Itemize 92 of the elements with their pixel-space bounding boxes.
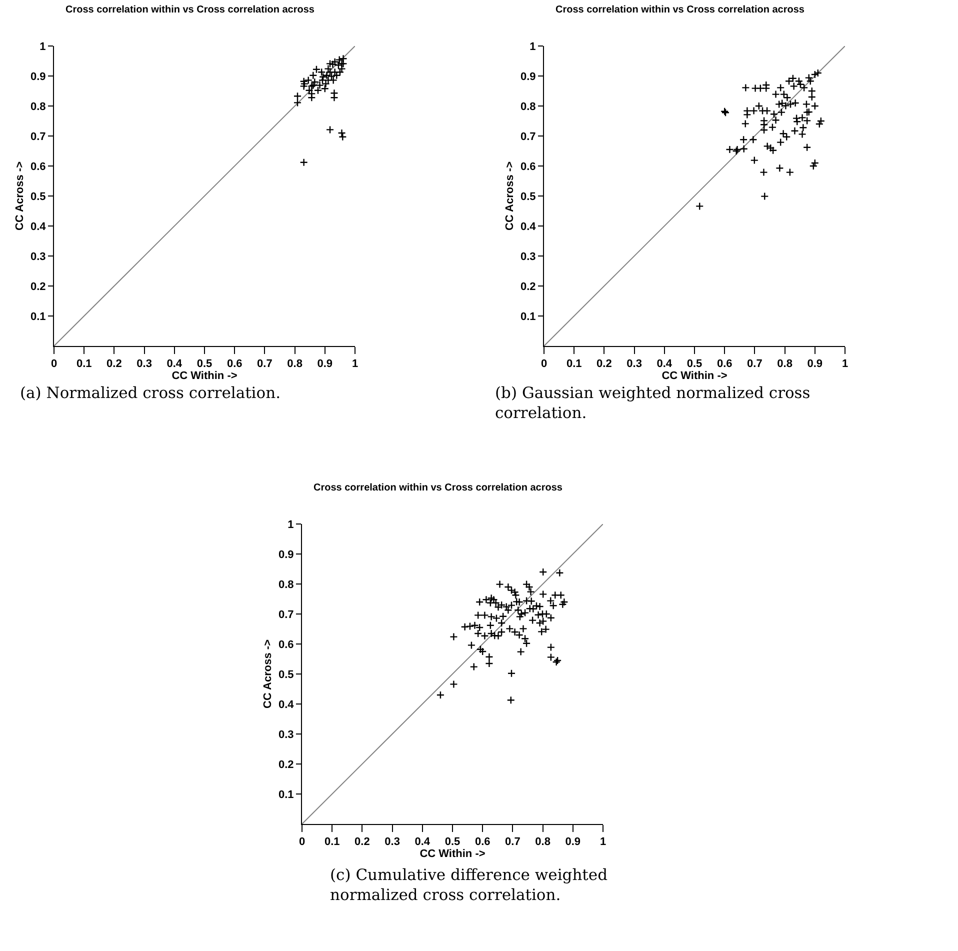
- x-axis-title: CC Within ->: [662, 370, 728, 382]
- x-tick-label: 0.2: [106, 358, 122, 370]
- chart-title: Cross correlation within vs Cross correlation across: [66, 4, 315, 16]
- x-tick-label: 0.9: [317, 358, 333, 370]
- point: [329, 76, 338, 84]
- y-tick-label: 0.6: [278, 638, 294, 651]
- x-tick-label: 0.6: [716, 358, 732, 370]
- y-tick-label: 1: [530, 40, 536, 53]
- x-tick-label: 1: [352, 358, 358, 370]
- x-tick-label: 0.3: [136, 358, 152, 370]
- y-tick-label: 1: [40, 40, 46, 53]
- point: [326, 126, 334, 134]
- x-tick-label: 0.7: [505, 836, 520, 848]
- y-tick-label: 0.7: [278, 608, 294, 621]
- point: [309, 71, 318, 80]
- x-tick-label: 0.1: [76, 358, 92, 370]
- y-tick-label: 0.6: [30, 160, 46, 173]
- chart-title: Cross correlation within vs Cross correlation across: [314, 482, 563, 494]
- x-tick-label: 0.1: [324, 836, 340, 848]
- y-tick-label: 0.9: [520, 70, 536, 83]
- point: [293, 92, 302, 100]
- y-tick-label: 0.3: [278, 728, 294, 741]
- x-tick-label: 1: [842, 358, 848, 370]
- y-tick-label: 0.1: [30, 310, 46, 323]
- x-axis-title: CC Within ->: [172, 370, 238, 382]
- x-tick-label: 0.4: [166, 358, 183, 370]
- y-tick-label: 0.3: [520, 250, 536, 263]
- point: [330, 94, 338, 102]
- point: [293, 98, 302, 107]
- point: [338, 128, 346, 138]
- chart-title: Cross correlation within vs Cross correlation across: [556, 4, 805, 16]
- point: [339, 54, 348, 63]
- x-tick-label: 0: [50, 358, 58, 370]
- x-tick-label: 0.9: [807, 358, 823, 370]
- point: [328, 60, 337, 68]
- text: (a) Normalized cross correlation.: [20, 383, 282, 403]
- point: [300, 77, 308, 86]
- x-tick-label: 0.5: [686, 358, 702, 370]
- y-tick-label: 0.5: [278, 668, 294, 681]
- point: [330, 58, 339, 66]
- point: [338, 132, 347, 141]
- y-tick-label: 0.8: [30, 100, 46, 113]
- y-tick-label: 0.9: [278, 548, 294, 561]
- x-tick-label: 0: [298, 836, 306, 848]
- y-tick-label: 0.2: [30, 280, 46, 293]
- x-tick-label: 0.8: [535, 836, 550, 848]
- x-tick-label: 0.1: [566, 358, 582, 370]
- point: [300, 158, 308, 166]
- x-tick-label: 0.7: [747, 358, 762, 370]
- x-tick-label: 0.3: [384, 836, 400, 848]
- y-tick-label: 0.2: [520, 280, 536, 293]
- x-tick-label: 0.9: [565, 836, 581, 848]
- y-axis-title: CC Across ->: [262, 640, 274, 708]
- y-tick-label: 1: [288, 518, 294, 531]
- y-tick-label: 0.3: [30, 250, 46, 263]
- point: [322, 80, 330, 88]
- y-tick-label: 0.4: [520, 220, 537, 233]
- point: [300, 80, 309, 88]
- x-tick-label: 0.7: [257, 358, 272, 370]
- y-tick-label: 0.5: [30, 190, 46, 203]
- text: (c) Cumulative difference weighted normalized cross correlation.: [330, 865, 609, 905]
- y-tick-label: 0.2: [278, 758, 294, 771]
- y-tick-label: 0.1: [278, 788, 294, 801]
- y-tick-label: 0.5: [520, 190, 536, 203]
- point: [326, 60, 334, 68]
- y-tick-label: 0.4: [30, 220, 47, 233]
- y-tick-label: 0.7: [520, 130, 536, 143]
- x-tick-label: 0.6: [226, 358, 242, 370]
- y-tick-label: 0.8: [278, 578, 294, 591]
- y-tick-label: 0.9: [30, 70, 46, 83]
- y-tick-label: 0.8: [520, 100, 536, 113]
- y-tick-label: 0.7: [30, 130, 46, 143]
- y-axis-title: CC Across ->: [504, 162, 516, 230]
- y-axis-title: CC Across ->: [14, 162, 26, 230]
- point: [308, 94, 316, 102]
- x-tick-label: 0.5: [444, 836, 460, 848]
- point: [335, 56, 344, 64]
- x-tick-label: 0.5: [196, 358, 212, 370]
- x-tick-label: 0.4: [656, 358, 673, 370]
- x-tick-label: 0.2: [596, 358, 612, 370]
- y-tick-label: 0.1: [520, 310, 536, 323]
- x-tick-label: 0.6: [474, 836, 490, 848]
- y-tick-label: 0.4: [278, 698, 295, 711]
- text: (b) Gaussian weighted normalized cross correlation.: [495, 383, 812, 423]
- x-tick-label: 0.2: [354, 836, 370, 848]
- x-tick-label: 0.4: [414, 836, 431, 848]
- y-tick-label: 0.6: [520, 160, 536, 173]
- x-tick-label: 0.3: [626, 358, 642, 370]
- x-tick-label: 0.8: [777, 358, 792, 370]
- x-axis-title: CC Within ->: [420, 848, 486, 860]
- x-tick-label: 1: [600, 836, 606, 848]
- x-tick-label: 0: [540, 358, 548, 370]
